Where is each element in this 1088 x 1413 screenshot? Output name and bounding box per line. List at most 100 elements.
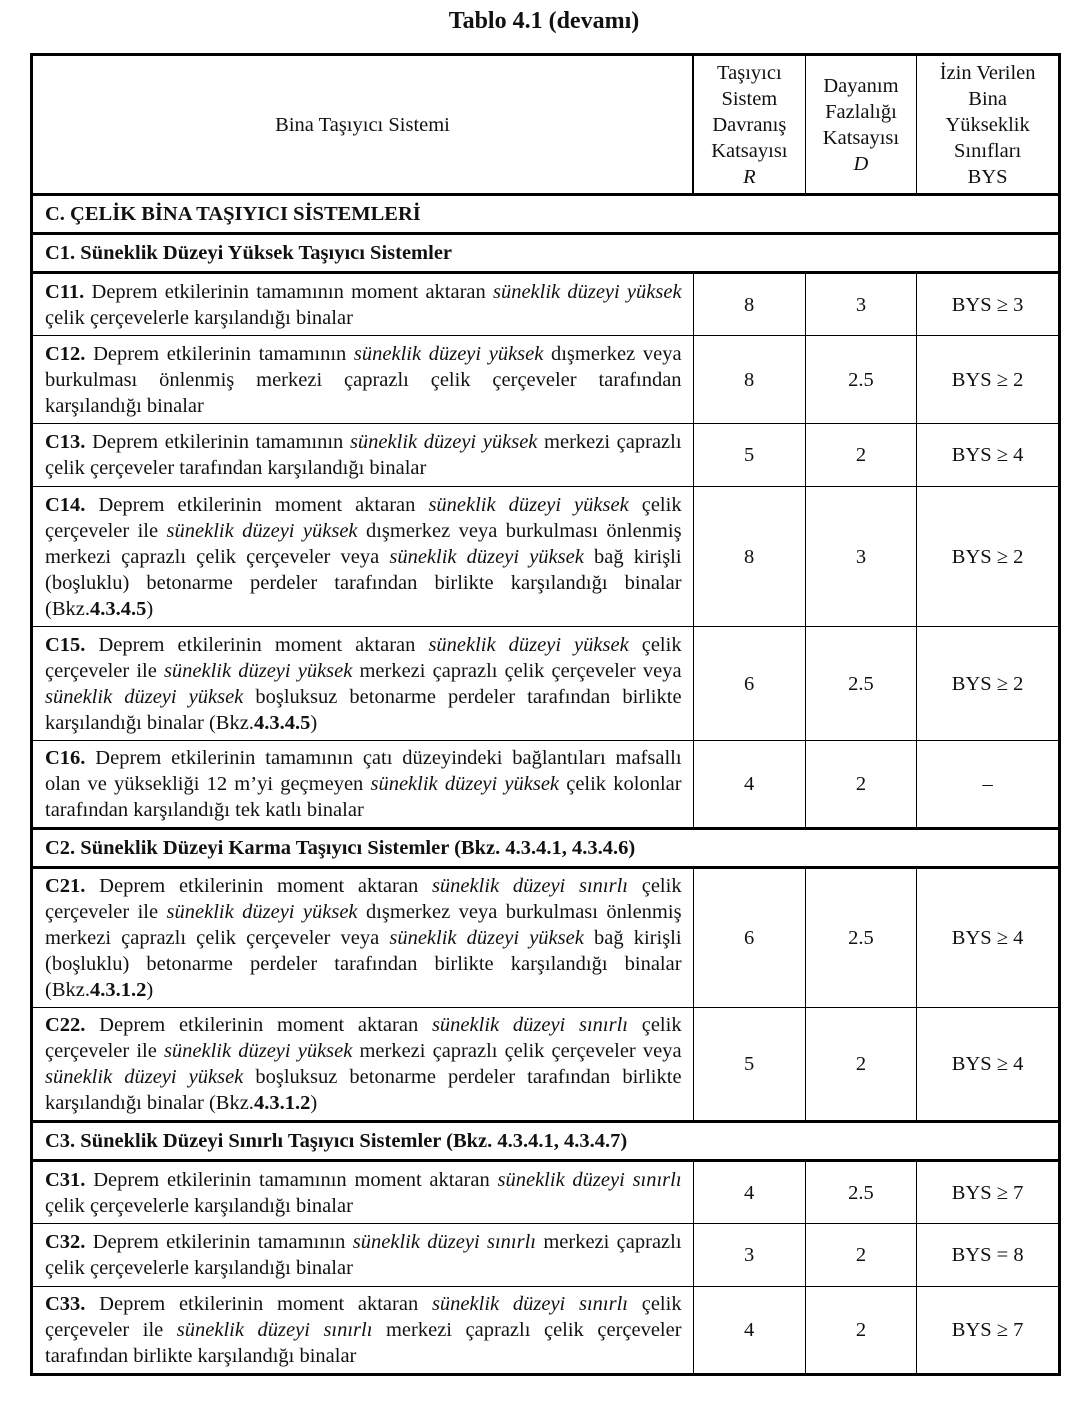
header-bys: İzin Verilen Bina Yükseklik Sınıfları BY…	[916, 54, 1060, 196]
system-description: C13. Deprem etkilerinin tamamının sünekl…	[31, 423, 694, 487]
system-description: C33. Deprem etkilerinin moment aktaran s…	[31, 1286, 694, 1375]
system-description: C32. Deprem etkilerinin tamamının sünekl…	[31, 1223, 694, 1287]
description-text: dışmerkez veya burkulması önlenmiş merke…	[45, 901, 682, 949]
system-description: C15. Deprem etkilerinin moment aktaran s…	[31, 626, 694, 741]
description-text: Deprem etkilerinin tamamının	[85, 431, 350, 453]
description-text: Deprem etkilerinin moment aktaran	[85, 875, 432, 897]
section-heading: C. ÇELİK BİNA TAŞIYICI SİSTEMLERİ	[31, 193, 1060, 235]
section-row: C3. Süneklik Düzeyi Sınırlı Taşıyıcı Sis…	[31, 1120, 1060, 1162]
header-line: Fazlalığı	[825, 100, 897, 123]
d-value: 2	[804, 1007, 918, 1122]
emphasis-text: süneklik düzeyi yüksek	[428, 633, 629, 656]
description-text: dışmerkez veya burkulması önlenmiş merke…	[45, 519, 682, 568]
section-heading: C1. Süneklik Düzeyi Yüksek Taşıyıcı Sist…	[31, 232, 1060, 274]
emphasis-text: süneklik düzeyi sınırlı	[497, 1168, 682, 1191]
description-text: Deprem etkilerinin moment aktaran	[85, 1293, 432, 1315]
header-line: BYS	[967, 165, 1008, 188]
system-code: C11.	[45, 280, 85, 303]
d-value: 2.5	[804, 1160, 918, 1224]
r-value: 8	[692, 486, 806, 627]
d-value: 3	[804, 272, 918, 336]
emphasis-text: süneklik düzeyi sınırlı	[431, 1014, 628, 1036]
header-line: Katsayısı	[711, 139, 788, 162]
section-row: C2. Süneklik Düzeyi Karma Taşıyıcı Siste…	[31, 827, 1060, 869]
description-text: merkezi çaprazlı çelik çerçeveler veya	[352, 659, 682, 682]
section-heading: C3. Süneklik Düzeyi Sınırlı Taşıyıcı Sis…	[31, 1120, 1060, 1162]
description-text: Deprem etkilerinin moment aktaran	[85, 493, 429, 516]
d-value: 3	[804, 486, 918, 627]
section-row: C. ÇELİK BİNA TAŞIYICI SİSTEMLERİ	[31, 193, 1060, 235]
bys-value: BYS ≥ 4	[916, 867, 1060, 1008]
description-text: Deprem etkilerinin tamamının	[85, 342, 354, 365]
table-row: C12. Deprem etkilerinin tamamının sünekl…	[31, 335, 1060, 424]
description-text: Deprem etkilerinin moment aktaran	[85, 633, 429, 656]
description-text: )	[146, 597, 154, 620]
header-line: Dayanım	[823, 74, 899, 97]
table-row: C11. Deprem etkilerinin tamamının moment…	[31, 272, 1060, 336]
table-title: Tablo 4.1 (devamı)	[448, 8, 640, 34]
description-text: merkezi çaprazlı çelik çerçeveler tarafı…	[45, 431, 682, 479]
header-line: Katsayısı	[822, 126, 900, 149]
r-value: 4	[692, 740, 806, 829]
description-text: bağ kirişli (boşluklu) betonarme perdele…	[45, 545, 682, 620]
description-text: Deprem etkilerinin tamamının	[85, 1231, 353, 1253]
emphasis-text: süneklik düzeyi yüksek	[45, 1066, 244, 1088]
table-row: C31. Deprem etkilerinin tamamının moment…	[31, 1160, 1060, 1224]
system-code: C31.	[45, 1168, 86, 1191]
description-text: çelik çerçevelerle karşılandığı binalar	[45, 306, 353, 329]
description-text: çelik çerçeveler ile	[45, 633, 682, 682]
system-code: C12.	[45, 342, 86, 365]
description-text: merkezi çaprazlı çelik çerçevelerle karş…	[45, 1231, 682, 1279]
system-description: C12. Deprem etkilerinin tamamının sünekl…	[31, 335, 694, 424]
d-value: 2	[804, 740, 918, 829]
description-text: )	[310, 711, 318, 734]
bys-value: BYS ≥ 7	[916, 1160, 1060, 1224]
header-line: Davranış	[712, 113, 787, 136]
section-row: C1. Süneklik Düzeyi Yüksek Taşıyıcı Sist…	[31, 232, 1060, 274]
system-description: C16. Deprem etkilerinin tamamının çatı d…	[31, 740, 694, 829]
description-text: )	[146, 979, 154, 1001]
description-text: çelik çerçeveler ile	[45, 1014, 682, 1062]
table-header-row: Bina Taşıyıcı Sistemi Taşıyıcı Sistem Da…	[31, 54, 1060, 196]
description-text: Deprem etkilerinin tamamının moment akta…	[84, 280, 493, 303]
header-line: Bina	[968, 87, 1007, 110]
emphasis-text: süneklik düzeyi yüksek	[349, 431, 538, 453]
description-text: Deprem etkilerinin tamamının moment akta…	[85, 1168, 498, 1191]
bys-value: BYS ≥ 2	[916, 486, 1060, 627]
header-line: Taşıyıcı	[717, 61, 782, 84]
system-code: C14.	[45, 493, 86, 516]
emphasis-text: süneklik düzeyi sınırlı	[176, 1319, 373, 1341]
header-line: Sınıfları	[954, 139, 1022, 162]
emphasis-text: süneklik düzeyi yüksek	[45, 685, 244, 708]
r-value: 5	[692, 423, 806, 487]
emphasis-text: süneklik düzeyi yüksek	[428, 493, 629, 516]
system-description: C14. Deprem etkilerinin moment aktaran s…	[31, 486, 694, 627]
r-value: 8	[692, 272, 806, 336]
system-description: C22. Deprem etkilerinin moment aktaran s…	[31, 1007, 694, 1122]
r-value: 4	[692, 1160, 806, 1224]
table-row: C33. Deprem etkilerinin moment aktaran s…	[31, 1286, 1060, 1375]
emphasis-text: süneklik düzeyi yüksek	[389, 545, 584, 568]
emphasis-text: süneklik düzeyi yüksek	[353, 342, 544, 365]
system-code: C33.	[45, 1293, 86, 1315]
header-symbol: R	[743, 165, 756, 188]
header-building-system: Bina Taşıyıcı Sistemi	[31, 54, 695, 196]
r-value: 5	[692, 1007, 806, 1122]
bys-value: BYS ≥ 2	[916, 335, 1060, 424]
description-text: )	[310, 1092, 318, 1114]
bys-value: BYS ≥ 7	[916, 1286, 1060, 1375]
description-text: boşluksuz betonarme perdeler tarafından …	[45, 685, 682, 734]
emphasis-text: süneklik düzeyi sınırlı	[431, 1293, 628, 1315]
emphasis-text: süneklik düzeyi sınırlı	[431, 875, 628, 897]
emphasis-text: süneklik düzeyi sınırlı	[352, 1231, 536, 1253]
system-code: 4.3.1.2	[253, 1092, 311, 1114]
header-line: İzin Verilen	[939, 61, 1036, 84]
description-text: boşluksuz betonarme perdeler tarafından …	[45, 1066, 682, 1114]
table-row: C16. Deprem etkilerinin tamamının çatı d…	[31, 740, 1060, 829]
description-text: çelik kolonlar tarafından karşılandığı t…	[45, 773, 682, 821]
emphasis-text: süneklik düzeyi yüksek	[389, 927, 584, 949]
system-code: C16.	[45, 747, 86, 769]
emphasis-text: süneklik düzeyi yüksek	[163, 659, 353, 682]
table-row: C22. Deprem etkilerinin moment aktaran s…	[31, 1007, 1060, 1122]
system-code: 4.3.4.5	[253, 711, 311, 734]
